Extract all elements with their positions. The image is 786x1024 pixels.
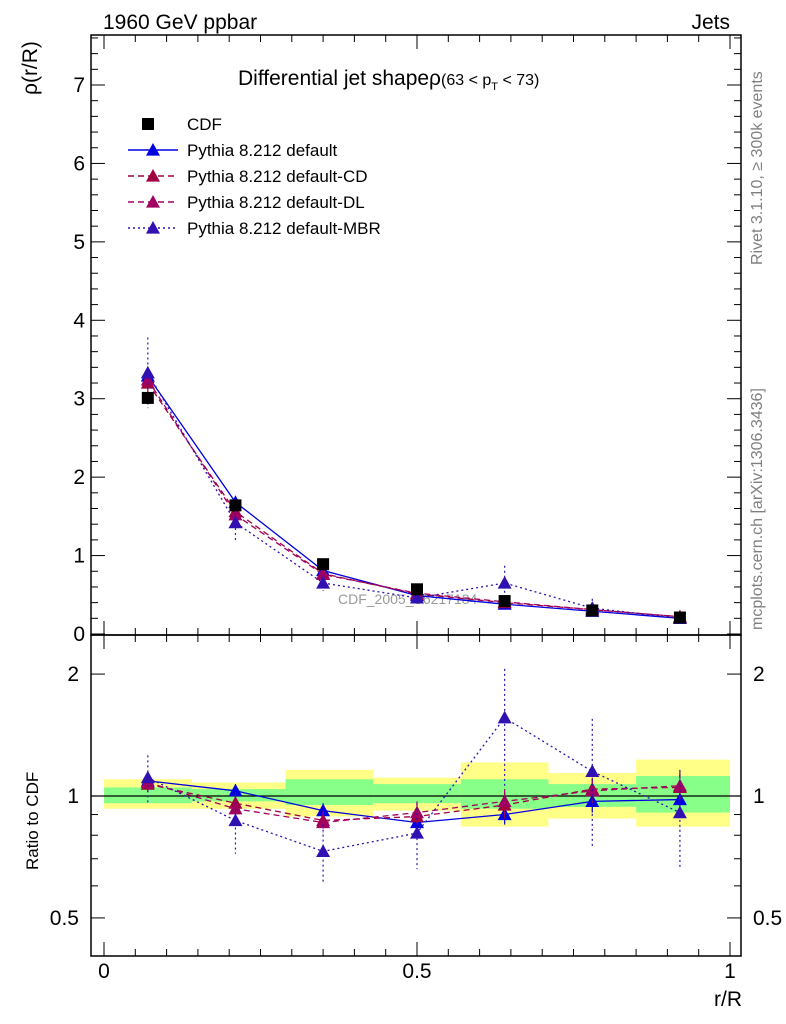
main-y-tick-label: 2 bbox=[73, 466, 85, 489]
legend-label: Pythia 8.212 default bbox=[187, 141, 338, 160]
cdf-data-point bbox=[586, 604, 599, 617]
cdf-data-point bbox=[141, 391, 154, 404]
main-series-group bbox=[140, 337, 687, 624]
ratio-uncertainty-bands bbox=[104, 759, 730, 827]
main-series-point bbox=[410, 590, 424, 604]
process-label: Jets bbox=[691, 11, 730, 34]
main-series-point bbox=[228, 515, 243, 529]
ratio-y-tick-label: 2 bbox=[67, 663, 79, 686]
ratio-y-axis-label: Ratio to CDF bbox=[23, 772, 42, 870]
ratio-y-tick-label-right: 1 bbox=[753, 785, 765, 808]
axis-ticks: 0 1 2 3 4 5 6 7 0 0.5 1 0.5 0.5 1 1 2 2 bbox=[50, 35, 782, 983]
legend-cdf-marker bbox=[142, 118, 154, 130]
ratio-y-tick-label-right: 0.5 bbox=[753, 907, 782, 930]
ratio-series-point bbox=[410, 826, 424, 839]
ratio-series-point bbox=[410, 805, 424, 819]
x-tick-label: 0 bbox=[98, 960, 110, 983]
legend-label: Pythia 8.212 default-MBR bbox=[187, 219, 381, 238]
chart-title: Differential jet shapeρ(63 < pT < 73) bbox=[238, 67, 539, 93]
main-series-line bbox=[147, 372, 680, 619]
ratio-series-point bbox=[316, 815, 331, 829]
legend-marker bbox=[146, 143, 160, 156]
rivet-version-label: Rivet 3.1.10, ≥ 300k events bbox=[749, 71, 766, 265]
legend: CDF Pythia 8.212 default Pythia 8.212 defa… bbox=[128, 115, 381, 238]
ratio-series-point bbox=[585, 764, 600, 778]
x-axis-label: r/R bbox=[714, 988, 742, 1011]
main-series-line bbox=[147, 375, 680, 619]
main-series-point bbox=[140, 365, 155, 379]
ratio-series-point bbox=[497, 710, 512, 724]
main-y-tick-label: 6 bbox=[73, 152, 85, 175]
main-y-tick-label: 1 bbox=[73, 545, 85, 568]
band-inner bbox=[636, 776, 730, 813]
ratio-series-point bbox=[316, 844, 331, 857]
main-y-tick-label: 7 bbox=[73, 74, 85, 97]
cdf-data-point bbox=[411, 583, 423, 596]
ratio-series-point bbox=[316, 803, 331, 817]
mcplots-label: mcplots.cern.ch [arXiv:1306.3436] bbox=[749, 388, 766, 630]
band-inner bbox=[285, 779, 374, 806]
legend-marker bbox=[146, 195, 160, 208]
cdf-data-point bbox=[498, 595, 511, 608]
main-series-point bbox=[316, 576, 331, 589]
band-inner bbox=[373, 784, 461, 804]
ratio-series-point bbox=[228, 783, 243, 797]
x-tick-label: 1 bbox=[724, 960, 736, 983]
main-y-tick-label: 0 bbox=[73, 623, 85, 646]
x-tick-label: 0.5 bbox=[402, 960, 431, 983]
main-series-line bbox=[147, 382, 680, 618]
legend-label: CDF bbox=[187, 115, 222, 134]
main-y-tick-label: 4 bbox=[73, 309, 85, 332]
legend-label: Pythia 8.212 default-CD bbox=[187, 167, 368, 186]
ratio-series-group bbox=[140, 668, 687, 883]
legend-label: Pythia 8.212 default-DL bbox=[187, 193, 365, 212]
energy-label: 1960 GeV ppbar bbox=[103, 11, 257, 34]
ratio-series-point bbox=[497, 794, 512, 807]
main-series-point bbox=[316, 567, 331, 580]
analysis-watermark: CDF_2005_S6217184 bbox=[338, 591, 478, 607]
cdf-data-point bbox=[317, 558, 330, 571]
main-y-tick-label: 5 bbox=[73, 231, 85, 254]
main-y-tick-label: 3 bbox=[73, 388, 85, 411]
cdf-data-point bbox=[229, 499, 242, 512]
ratio-y-tick-label: 0.5 bbox=[50, 907, 79, 930]
main-y-axis-label: ρ(r/R) bbox=[19, 41, 42, 95]
main-series-point bbox=[497, 576, 512, 589]
cdf-data-point bbox=[673, 611, 686, 624]
legend-marker bbox=[146, 221, 160, 234]
ratio-series-point bbox=[140, 770, 155, 784]
main-series-line bbox=[147, 379, 680, 618]
ratio-y-tick-label-right: 2 bbox=[753, 663, 765, 686]
ratio-series-point bbox=[228, 813, 243, 827]
ratio-series-point bbox=[672, 805, 687, 819]
ratio-y-tick-label: 1 bbox=[67, 785, 79, 808]
band-inner bbox=[104, 787, 192, 804]
legend-marker bbox=[146, 169, 160, 182]
